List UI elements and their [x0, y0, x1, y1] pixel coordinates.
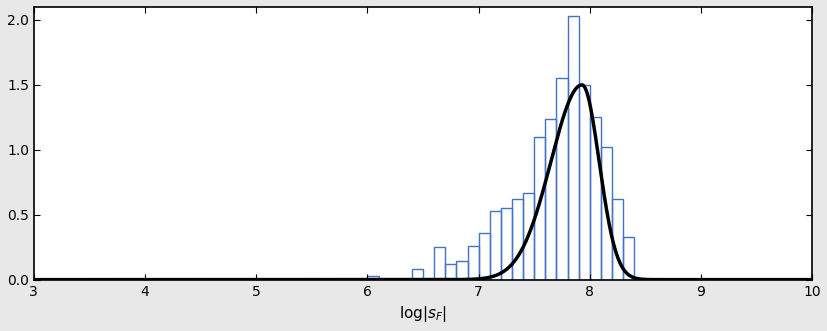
- Bar: [533, 137, 545, 280]
- Bar: [411, 269, 423, 280]
- Bar: [545, 118, 556, 280]
- Bar: [467, 246, 478, 280]
- Bar: [556, 78, 566, 280]
- Bar: [478, 233, 489, 280]
- Bar: [500, 208, 511, 280]
- Bar: [523, 193, 533, 280]
- Bar: [566, 16, 578, 280]
- Bar: [589, 117, 600, 280]
- Bar: [623, 237, 633, 280]
- Bar: [433, 247, 445, 280]
- Bar: [445, 264, 456, 280]
- Bar: [611, 199, 623, 280]
- Bar: [456, 261, 467, 280]
- Bar: [367, 276, 378, 280]
- Bar: [489, 211, 500, 280]
- Bar: [578, 85, 589, 280]
- Bar: [511, 199, 523, 280]
- X-axis label: $\log|s_F|$: $\log|s_F|$: [399, 304, 447, 324]
- Bar: [600, 147, 611, 280]
